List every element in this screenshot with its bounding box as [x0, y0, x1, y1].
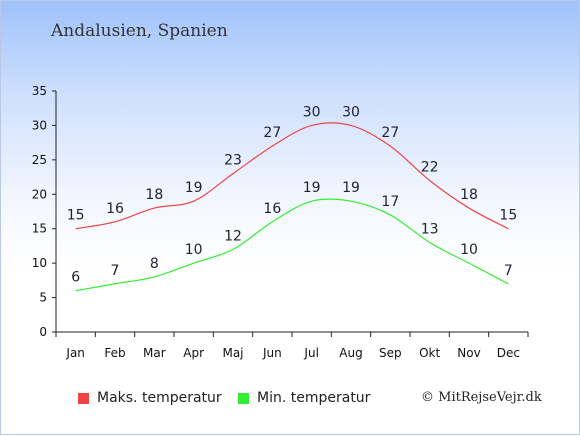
data-label-max: 16: [106, 201, 124, 217]
axes: 0 5 10 15 20 25 30 35 Jan Feb Mar Apr Maj Jun Jul Aug Se…: [32, 84, 529, 360]
data-label-max: 18: [145, 187, 163, 203]
data-label-max: 30: [303, 104, 321, 120]
legend-label-max: Maks. temperatur: [97, 390, 222, 406]
chart-title: Andalusien, Spanien: [51, 21, 228, 41]
data-label-max: 30: [342, 104, 360, 120]
data-label-min: 7: [111, 263, 120, 279]
data-labels: 15 16 18 19 23 27 30 30 27 22 18 15 6 7 8 10 12 16 19 19 17 1…: [67, 104, 517, 285]
data-label-min: 17: [381, 194, 399, 210]
data-label-min: 19: [342, 180, 360, 196]
credit-text: © MitRejseVejr.dk: [421, 390, 542, 405]
y-tick-label: 35: [32, 84, 47, 98]
y-tick-label: 5: [39, 291, 47, 305]
series-line-min: [75, 198, 509, 292]
y-tick-label: 30: [32, 118, 47, 132]
data-label-max: 22: [421, 160, 439, 176]
legend-label-min: Min. temperatur: [257, 390, 371, 406]
x-tick-label: Aug: [339, 346, 362, 360]
data-label-min: 13: [421, 221, 439, 237]
data-label-max: 27: [381, 125, 399, 141]
legend-swatch-min: [238, 392, 249, 404]
data-label-max: 15: [67, 208, 85, 224]
data-label-max: 19: [185, 180, 203, 196]
x-tick-label: Dec: [497, 346, 520, 360]
x-tick-label: Okt: [419, 346, 440, 360]
data-label-min: 8: [150, 256, 159, 272]
series-lines: [75, 122, 509, 292]
legend-item-max: Maks. temperatur: [78, 390, 222, 406]
x-tick-label: Apr: [183, 346, 204, 360]
y-tick-label: 15: [32, 222, 47, 236]
data-label-max: 15: [499, 208, 517, 224]
data-label-min: 10: [185, 242, 203, 258]
legend-item-min: Min. temperatur: [238, 390, 370, 406]
data-label-max: 23: [224, 153, 242, 169]
y-tick-label: 25: [32, 153, 47, 167]
data-label-max: 27: [263, 125, 281, 141]
series-line-max: [75, 122, 509, 230]
data-label-min: 16: [263, 201, 281, 217]
data-label-min: 7: [504, 263, 513, 279]
x-tick-label: Jan: [65, 346, 85, 360]
data-label-min: 6: [71, 270, 80, 286]
data-label-min: 12: [224, 228, 242, 244]
x-tick-label: Jun: [262, 346, 282, 360]
legend-swatch-max: [78, 392, 89, 404]
x-tick-label: Mar: [143, 346, 166, 360]
data-label-min: 10: [460, 242, 478, 258]
x-tick-label: Feb: [104, 346, 125, 360]
y-tick-label: 20: [32, 187, 47, 201]
x-tick-label: Jul: [303, 346, 318, 360]
x-tick-label: Maj: [222, 346, 243, 360]
data-label-max: 18: [460, 187, 478, 203]
y-tick-label: 10: [32, 256, 47, 270]
y-tick-label: 0: [39, 325, 47, 339]
x-tick-label: Nov: [457, 346, 480, 360]
x-tick-label: Sep: [379, 346, 402, 360]
data-label-min: 19: [303, 180, 321, 196]
